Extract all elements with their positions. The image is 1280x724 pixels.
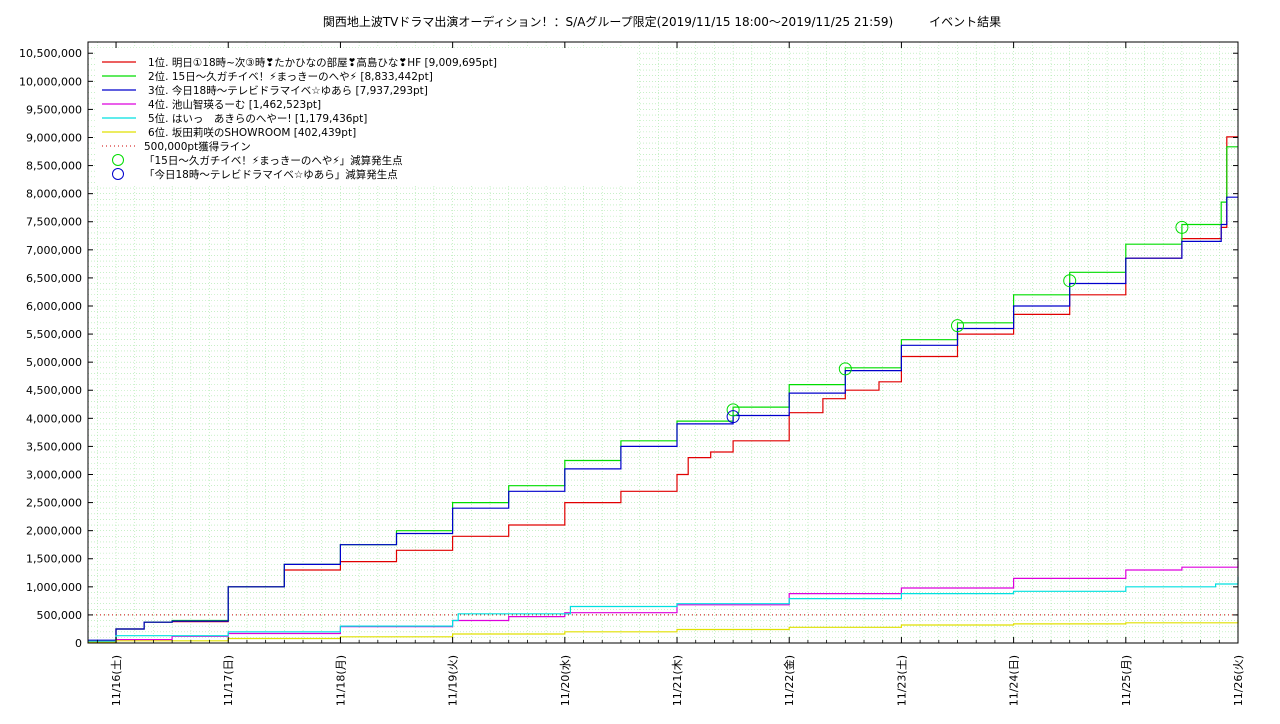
y-tick-label: 8,000,000 [26, 188, 82, 201]
legend-marker-1 [112, 154, 124, 166]
y-tick-label: 2,500,000 [26, 497, 82, 510]
y-tick-label: 4,000,000 [26, 412, 82, 425]
y-tick-label: 5,500,000 [26, 328, 82, 341]
y-tick-label: 6,500,000 [26, 272, 82, 285]
series-line-4 [88, 560, 1239, 642]
y-tick-label: 10,000,000 [19, 75, 82, 88]
x-tick-label: 11/22(金) [782, 655, 796, 706]
y-tick-label: 3,500,000 [26, 440, 82, 453]
legend-label-6: 6位. 坂田莉咲のSHOWROOM [402,439pt] [148, 126, 356, 139]
deduction-marker-blue [726, 410, 740, 424]
deduction-marker-green [1063, 274, 1077, 288]
y-tick-label: 9,000,000 [26, 131, 82, 144]
series-line-2 [88, 146, 1238, 642]
y-tick-label: 5,000,000 [26, 356, 82, 369]
legend-label-1: 1位. 明日①18時~次③時❣たかひなの部屋❣高島ひな❣HF [9,009,69… [148, 56, 497, 69]
x-tick-label: 11/25(月) [1120, 655, 1133, 706]
y-tick-label: 9,500,000 [26, 103, 82, 116]
legend-label-marker-2: 「今日18時～テレビドラマイベ☆ゆあら」減算発生点 [144, 168, 398, 181]
legend: 1位. 明日①18時~次③時❣たかひなの部屋❣高島ひな❣HF [9,009,69… [96, 48, 636, 186]
marker-layer [726, 220, 1189, 424]
series-layer [88, 136, 1239, 643]
deduction-marker-green [951, 319, 965, 333]
deduction-marker-green [726, 403, 740, 417]
y-axis: 0 500,000 1,000,000 1,500,000 2,000,000 2,500… [19, 47, 1238, 650]
legend-label-reference: 500,000pt獲得ライン [144, 140, 251, 153]
legend-label-4: 4位. 池山智瑛るーむ [1,462,523pt] [148, 98, 321, 111]
y-tick-label: 7,500,000 [26, 216, 82, 229]
x-tick-label: 11/20(水) [559, 655, 572, 706]
grid-lines [88, 41, 1239, 643]
x-tick-label: 11/26(火) [1232, 655, 1245, 706]
y-tick-label: 1,000,000 [26, 581, 82, 594]
y-tick-label: 2,000,000 [26, 525, 82, 538]
x-tick-label: 11/17(日) [222, 655, 235, 706]
x-tick-label: 11/18(月) [334, 655, 347, 706]
legend-label-3: 3位. 今日18時～テレビドラマイベ☆ゆあら [7,937,293pt] [148, 84, 428, 97]
legend-marker-2 [112, 168, 124, 180]
chart-title: 関西地上波TVドラマ出演オーディション！：S/Aグループ限定(2019/11/1… [323, 14, 1001, 29]
legend-label-marker-1: 「15日～久ガチイベ！⚡まっきーのへや⚡」減算発生点 [144, 154, 403, 167]
deduction-marker-green [838, 362, 852, 376]
y-tick-label: 3,000,000 [26, 468, 82, 481]
y-tick-label: 1,500,000 [26, 553, 82, 566]
y-tick-label: 10,500,000 [19, 47, 82, 60]
series-line-3 [88, 196, 1238, 641]
x-tick-label: 11/16(土) [110, 655, 123, 706]
y-tick-label: 6,000,000 [26, 300, 82, 313]
y-tick-label: 8,500,000 [26, 160, 82, 173]
y-tick-label: 0 [75, 637, 82, 650]
deduction-marker-green [1175, 220, 1189, 234]
series-line-5 [88, 576, 1239, 642]
x-tick-label: 11/23(土) [895, 655, 908, 706]
y-tick-label: 4,500,000 [26, 384, 82, 397]
x-tick-label: 11/19(火) [447, 655, 460, 706]
legend-label-5: 5位. はいっ あきらのへやー! [1,179,436pt] [148, 112, 367, 125]
legend-background [96, 48, 636, 186]
y-tick-label: 500,000 [37, 609, 83, 622]
y-tick-label: 7,000,000 [26, 244, 82, 257]
legend-label-2: 2位. 15日～久ガチイベ！⚡まっきーのへや⚡ [8,833,442pt] [148, 70, 433, 83]
x-tick-label: 11/21(木) [671, 655, 684, 706]
x-tick-label: 11/24(日) [1008, 655, 1021, 706]
series-line-1 [88, 136, 1238, 643]
x-axis: 11/16(土) 11/17(日) 11/18(月) 11/19(火) 11/20(水)… [96, 42, 1245, 706]
plot-frame [87, 41, 1239, 644]
